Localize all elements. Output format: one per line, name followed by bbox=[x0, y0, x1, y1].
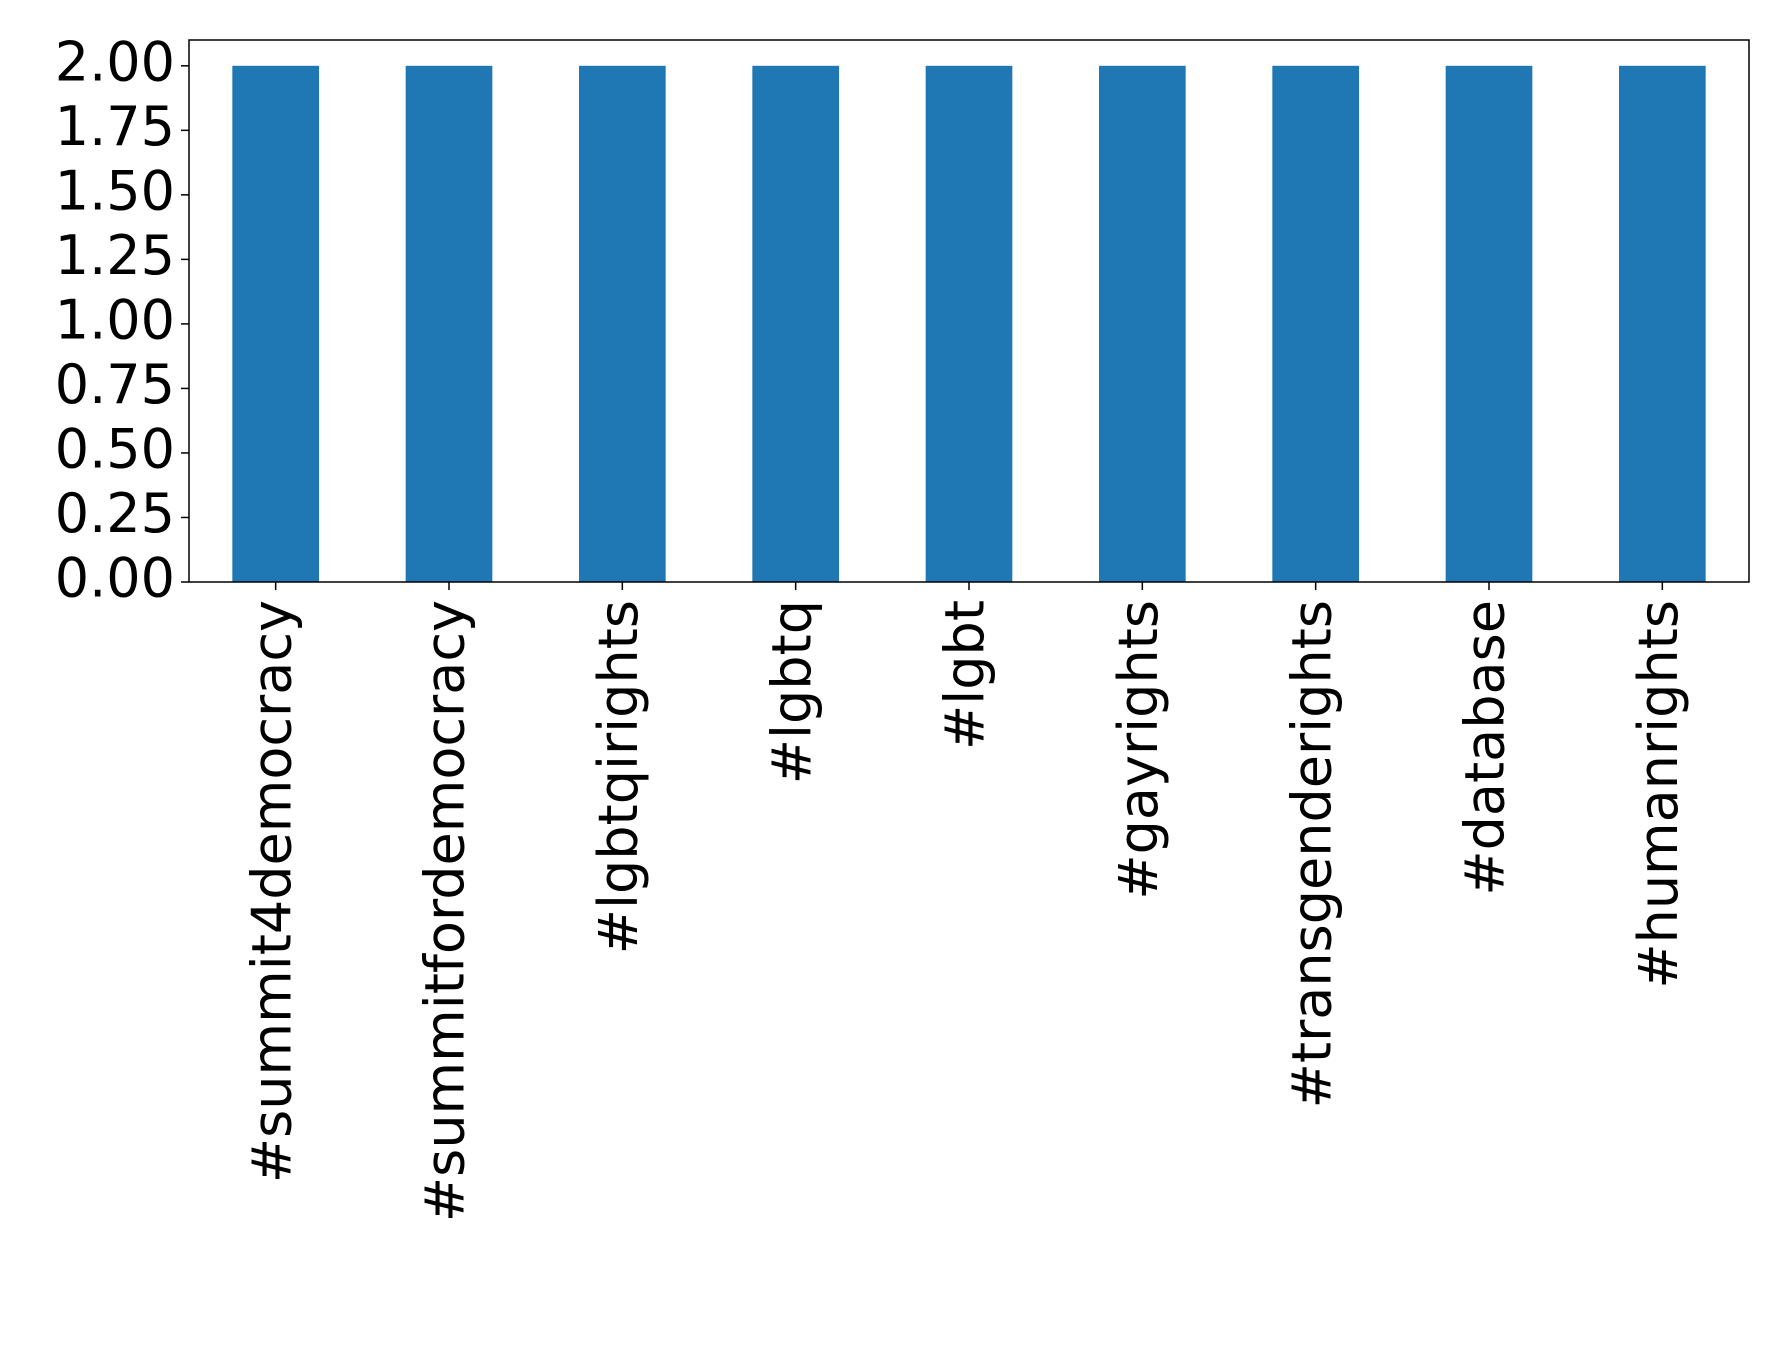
x-tick-label: #gayrights bbox=[1107, 600, 1170, 900]
x-tick-label: #summit4democracy bbox=[240, 600, 303, 1183]
x-tick-label: #lgbtqirights bbox=[587, 600, 650, 954]
bar bbox=[405, 65, 493, 583]
x-tick-label: #humanrights bbox=[1627, 600, 1690, 989]
y-tick-label: 0.00 bbox=[55, 547, 175, 610]
bar bbox=[752, 65, 839, 583]
x-tick-label: #summitfordemocracy bbox=[414, 600, 477, 1222]
y-tick-label: 1.75 bbox=[55, 95, 175, 158]
y-tick-label: 1.25 bbox=[55, 224, 175, 287]
bar bbox=[925, 65, 1013, 583]
y-tick-label: 0.50 bbox=[55, 418, 175, 481]
x-tick-label: #lgbt bbox=[934, 600, 997, 750]
plot-frame bbox=[188, 39, 1750, 583]
bar bbox=[1272, 65, 1359, 583]
y-tick-label: 1.50 bbox=[55, 159, 175, 222]
bar bbox=[1619, 65, 1706, 583]
bar bbox=[579, 65, 666, 583]
x-tick-label: #transgenderights bbox=[1280, 600, 1343, 1108]
y-tick-label: 0.25 bbox=[55, 482, 175, 545]
y-tick-label: 2.00 bbox=[55, 30, 175, 93]
x-tick-label: #database bbox=[1454, 600, 1517, 896]
bar bbox=[1099, 65, 1186, 583]
y-tick-label: 1.00 bbox=[55, 289, 175, 352]
bar bbox=[1445, 65, 1533, 583]
y-tick-label: 0.75 bbox=[55, 353, 175, 416]
bar bbox=[232, 65, 319, 583]
x-tick-label: #lgbtq bbox=[760, 600, 823, 784]
